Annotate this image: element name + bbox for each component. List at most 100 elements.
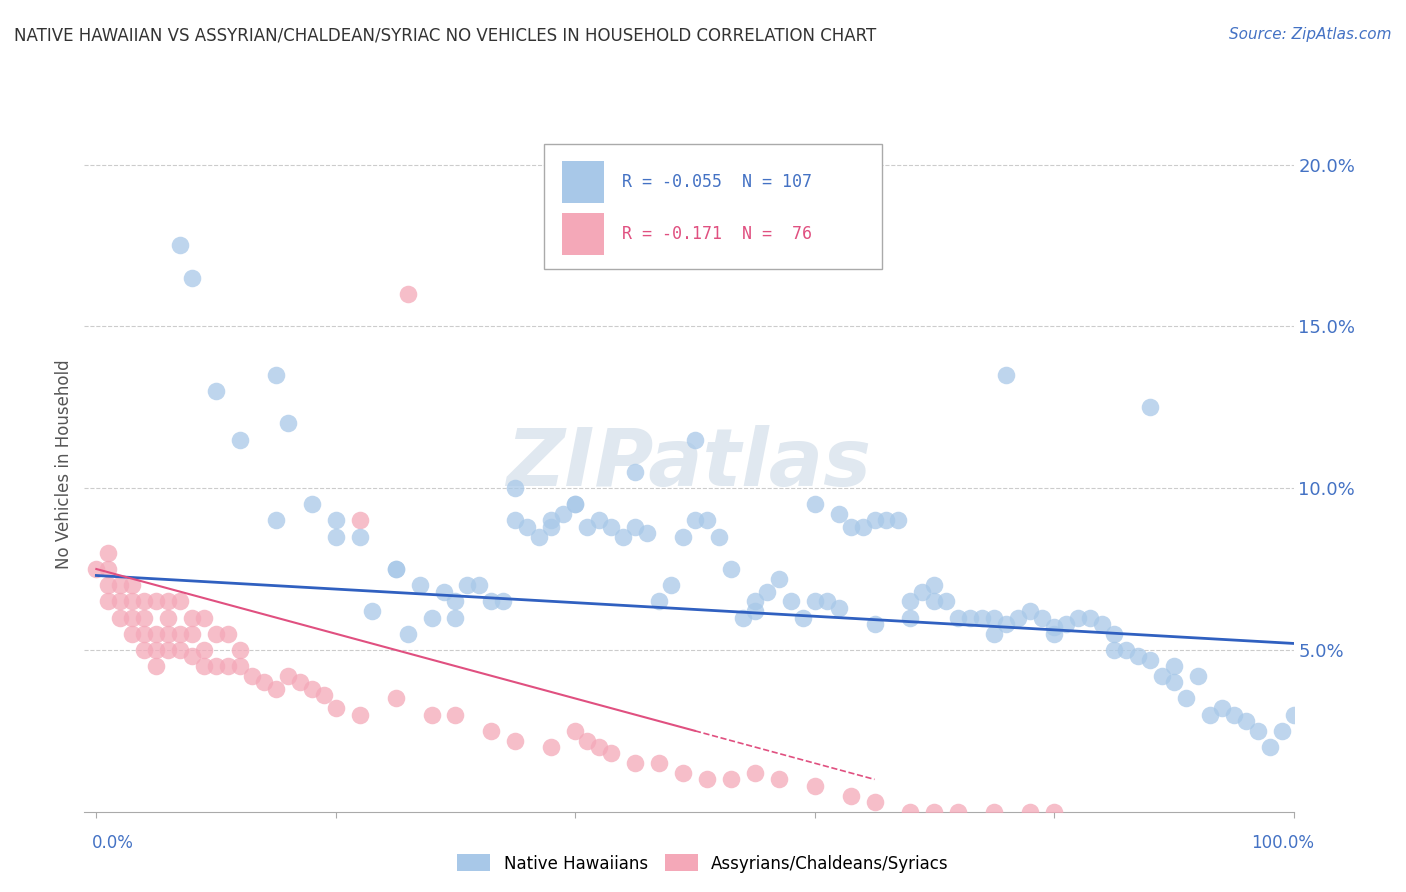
- Point: [229, 433, 252, 447]
- Point: [683, 433, 706, 447]
- Point: [97, 578, 120, 592]
- Point: [803, 497, 825, 511]
- Point: [229, 659, 252, 673]
- Point: [277, 417, 299, 431]
- Point: [1258, 739, 1281, 754]
- Point: [1282, 707, 1305, 722]
- Point: [181, 610, 204, 624]
- Point: [1222, 707, 1244, 722]
- Point: [540, 739, 562, 754]
- Point: [707, 530, 730, 544]
- Point: [1067, 610, 1090, 624]
- Point: [408, 578, 430, 592]
- Point: [768, 572, 790, 586]
- Point: [744, 594, 766, 608]
- Point: [505, 481, 527, 495]
- Point: [1163, 675, 1185, 690]
- Point: [384, 562, 406, 576]
- Point: [1091, 617, 1114, 632]
- Point: [121, 578, 143, 592]
- Point: [384, 562, 406, 576]
- Point: [744, 765, 766, 780]
- Text: 0.0%: 0.0%: [91, 834, 134, 852]
- Point: [924, 594, 946, 608]
- Point: [253, 675, 276, 690]
- Point: [1043, 626, 1066, 640]
- Point: [600, 747, 623, 761]
- Point: [264, 513, 287, 527]
- Point: [1163, 659, 1185, 673]
- Point: [863, 513, 886, 527]
- Point: [1115, 643, 1137, 657]
- Point: [169, 238, 191, 252]
- Point: [432, 584, 454, 599]
- Point: [157, 610, 180, 624]
- Point: [264, 681, 287, 696]
- Point: [145, 659, 167, 673]
- Point: [157, 626, 180, 640]
- Point: [564, 723, 586, 738]
- Point: [755, 584, 778, 599]
- Point: [181, 270, 204, 285]
- Point: [540, 520, 562, 534]
- Point: [157, 643, 180, 657]
- Point: [193, 610, 215, 624]
- Point: [972, 610, 994, 624]
- Point: [983, 805, 1005, 819]
- Point: [349, 513, 371, 527]
- Point: [1198, 707, 1220, 722]
- Point: [145, 626, 167, 640]
- Point: [97, 546, 120, 560]
- Point: [924, 578, 946, 592]
- Point: [827, 600, 849, 615]
- Point: [672, 530, 695, 544]
- Point: [983, 610, 1005, 624]
- Point: [360, 604, 382, 618]
- Point: [1019, 604, 1042, 618]
- Point: [672, 765, 695, 780]
- Point: [121, 610, 143, 624]
- Point: [110, 610, 132, 624]
- Point: [325, 701, 347, 715]
- Point: [481, 594, 503, 608]
- Point: [959, 610, 981, 624]
- Point: [948, 610, 970, 624]
- Point: [576, 733, 599, 747]
- Point: [1187, 669, 1209, 683]
- Point: [229, 643, 252, 657]
- Point: [134, 643, 156, 657]
- Point: [444, 594, 467, 608]
- Text: Source: ZipAtlas.com: Source: ZipAtlas.com: [1229, 27, 1392, 42]
- Point: [900, 610, 922, 624]
- Point: [169, 626, 191, 640]
- Point: [1054, 617, 1077, 632]
- Point: [181, 626, 204, 640]
- Point: [301, 681, 323, 696]
- Point: [768, 772, 790, 787]
- Point: [169, 594, 191, 608]
- Point: [396, 287, 419, 301]
- Point: [420, 707, 443, 722]
- Point: [839, 789, 862, 803]
- Point: [564, 497, 586, 511]
- Point: [1139, 652, 1161, 666]
- Point: [264, 368, 287, 382]
- Point: [815, 594, 838, 608]
- Point: [1078, 610, 1101, 624]
- Y-axis label: No Vehicles in Household: No Vehicles in Household: [55, 359, 73, 569]
- Point: [1019, 805, 1042, 819]
- Point: [121, 626, 143, 640]
- Point: [696, 772, 718, 787]
- Point: [312, 688, 335, 702]
- Legend: Native Hawaiians, Assyrians/Chaldeans/Syriacs: Native Hawaiians, Assyrians/Chaldeans/Sy…: [450, 847, 956, 880]
- Point: [995, 368, 1018, 382]
- Point: [851, 520, 873, 534]
- Point: [145, 594, 167, 608]
- Point: [744, 604, 766, 618]
- Point: [540, 513, 562, 527]
- Point: [576, 520, 599, 534]
- Point: [827, 507, 849, 521]
- Point: [911, 584, 934, 599]
- Point: [624, 756, 647, 771]
- Point: [384, 691, 406, 706]
